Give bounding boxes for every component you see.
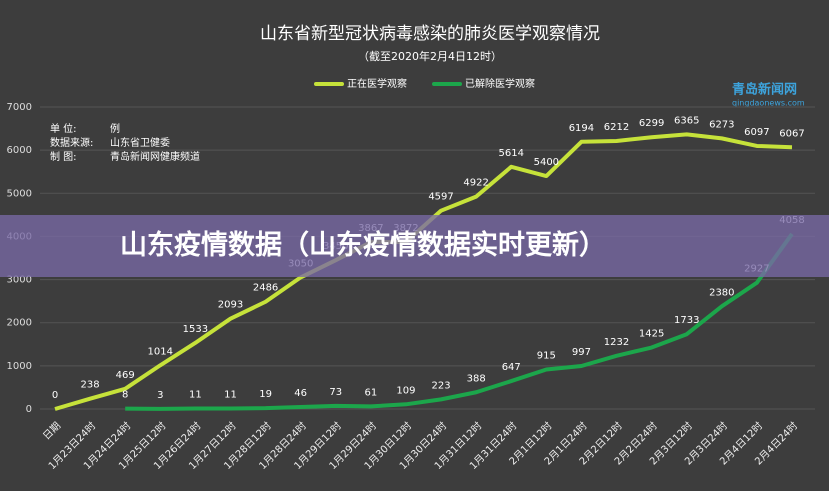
- data-label: 1014: [148, 346, 173, 357]
- logo-url: qingdaonews.com: [732, 99, 805, 108]
- y-tick-label: 7000: [7, 102, 32, 113]
- data-label: 19: [259, 389, 272, 400]
- annotation: 青岛新闻网健康频道: [110, 150, 200, 163]
- data-label: 1232: [604, 337, 629, 348]
- data-label: 6067: [779, 128, 804, 139]
- annotation: 数据来源:: [50, 136, 93, 149]
- series-line: [125, 232, 794, 411]
- logo: 青岛新闻网: [732, 82, 797, 98]
- data-label: 0: [52, 390, 58, 401]
- data-label: 8: [122, 390, 128, 401]
- annotation: 制 图:: [50, 150, 77, 163]
- data-label: 11: [224, 390, 237, 401]
- data-label: 915: [537, 351, 556, 362]
- data-label: 46: [294, 388, 307, 399]
- data-label: 5614: [499, 148, 524, 159]
- y-tick-label: 1000: [7, 361, 32, 372]
- data-label: 73: [329, 387, 342, 398]
- data-label: 223: [432, 380, 451, 391]
- data-label: 5400: [534, 157, 559, 168]
- data-label: 2093: [218, 300, 243, 311]
- data-label: 61: [364, 387, 377, 398]
- data-label: 11: [189, 390, 202, 401]
- banner: 山东疫情数据（山东疫情数据实时更新）: [0, 215, 829, 277]
- y-tick-label: 3000: [7, 275, 32, 286]
- data-label: 2380: [709, 287, 734, 298]
- data-label: 109: [396, 385, 415, 396]
- legend-label: 正在医学观察: [347, 77, 407, 90]
- data-label: 6273: [709, 119, 734, 130]
- y-tick-label: 2000: [7, 318, 32, 329]
- data-label: 238: [81, 380, 100, 391]
- legend-label: 已解除医学观察: [465, 77, 535, 90]
- data-label: 4597: [428, 192, 453, 203]
- y-tick-label: 0: [26, 404, 32, 415]
- data-label: 997: [572, 347, 591, 358]
- data-label: 6097: [744, 127, 769, 138]
- data-label: 647: [502, 362, 521, 373]
- data-label: 1425: [639, 329, 664, 340]
- data-label: 6299: [639, 118, 664, 129]
- data-label: 2486: [253, 283, 278, 294]
- data-label: 1533: [183, 324, 208, 335]
- data-label: 3: [157, 390, 163, 401]
- annotation: 山东省卫健委: [110, 136, 170, 149]
- data-label: 1733: [674, 315, 699, 326]
- data-label: 6365: [674, 115, 699, 126]
- data-label: 388: [467, 373, 486, 384]
- data-label: 6212: [604, 122, 629, 133]
- annotation: 例: [110, 122, 120, 135]
- y-tick-label: 6000: [7, 145, 32, 156]
- annotation: 单 位:: [50, 122, 77, 135]
- data-label: 4922: [463, 178, 488, 189]
- data-label: 6194: [569, 123, 594, 134]
- chart-subtitle: （截至2020年2月4日12时）: [358, 49, 502, 63]
- y-tick-label: 5000: [7, 188, 32, 199]
- data-label: 469: [116, 370, 135, 381]
- chart-title: 山东省新型冠状病毒感染的肺炎医学观察情况: [260, 24, 600, 44]
